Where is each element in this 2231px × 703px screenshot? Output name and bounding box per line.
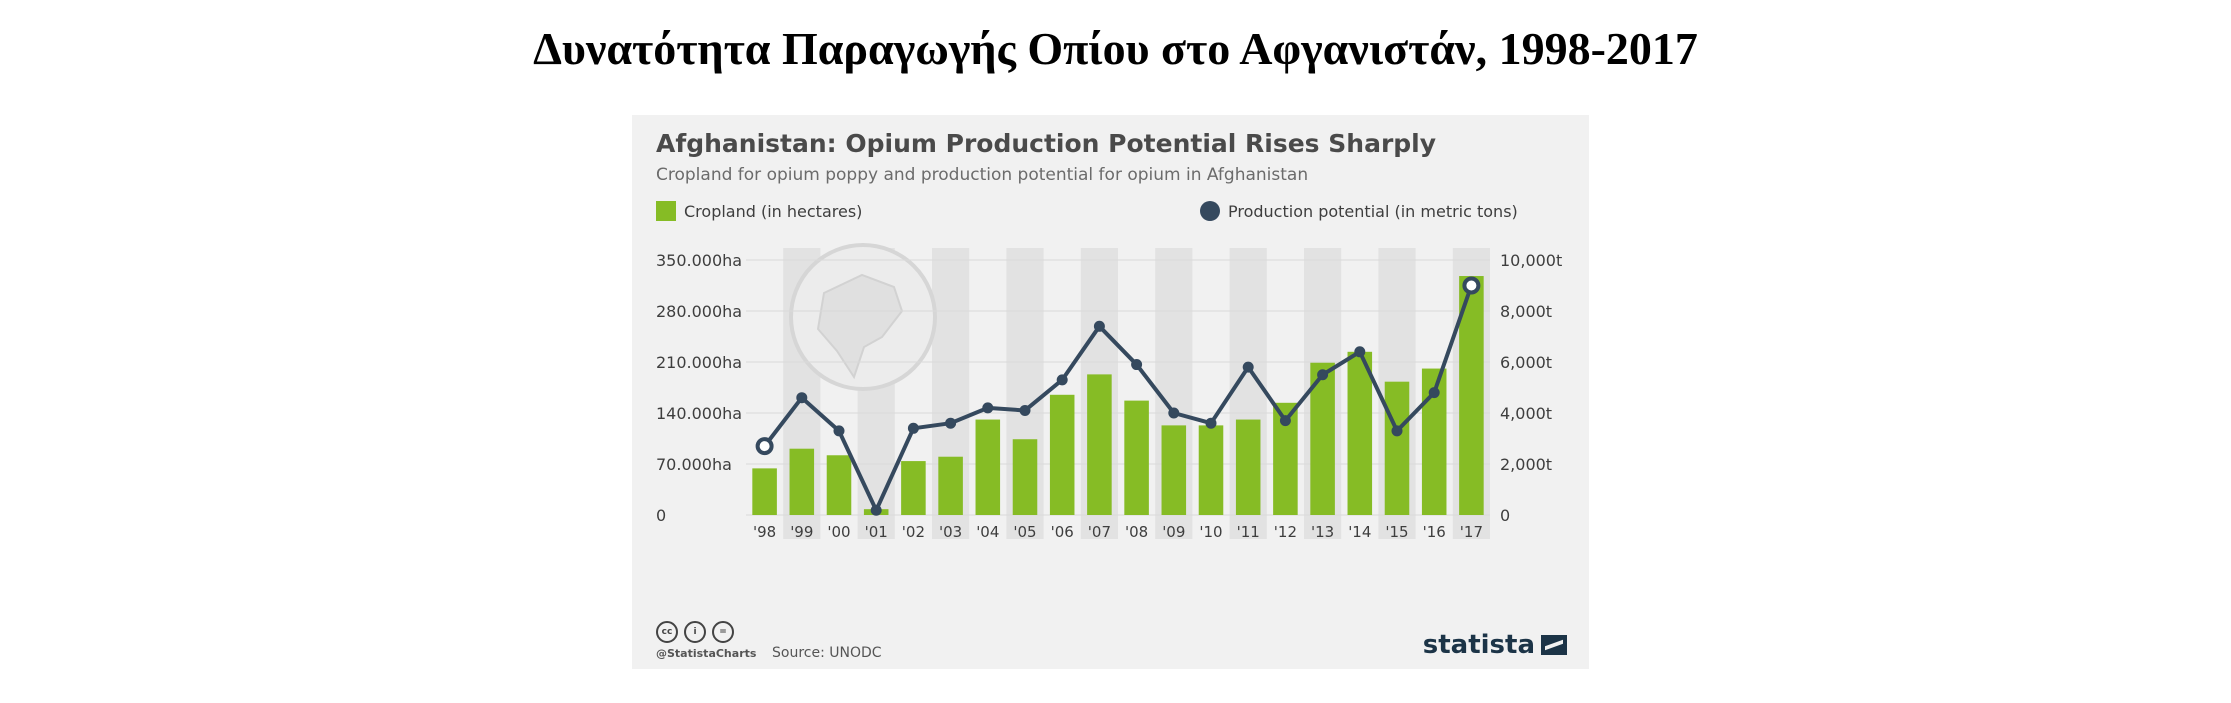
- production-point: [1056, 374, 1068, 386]
- statista-logo-icon: [1541, 635, 1567, 655]
- production-point: [1205, 417, 1217, 429]
- production-point: [833, 425, 845, 437]
- bar-cropland: [1459, 276, 1484, 515]
- bar-cropland: [826, 455, 852, 515]
- x-tick-label: '16: [1423, 523, 1446, 541]
- x-tick-label: '00: [827, 523, 850, 541]
- x-tick-label: '11: [1237, 523, 1260, 541]
- bar-cropland: [1347, 351, 1373, 515]
- y-right-tick-label: 0: [1500, 506, 1510, 525]
- x-tick-label: '06: [1051, 523, 1074, 541]
- y-left-tick-label: 140.000ha: [656, 404, 742, 423]
- production-point: [1242, 361, 1254, 373]
- y-right-tick-label: 10,000t: [1500, 251, 1562, 270]
- x-tick-label: '10: [1199, 523, 1222, 541]
- y-right-tick-label: 4,000t: [1500, 404, 1552, 423]
- x-tick-label: '02: [902, 523, 925, 541]
- production-point: [1317, 369, 1329, 381]
- production-point: [982, 402, 994, 414]
- bar-cropland: [789, 448, 815, 515]
- x-tick-label: '07: [1088, 523, 1111, 541]
- y-left-tick-label: 210.000ha: [656, 353, 742, 372]
- source-note: Source: UNODC: [772, 645, 882, 661]
- production-point: [945, 417, 957, 429]
- attribution-icon: i: [684, 621, 706, 643]
- x-tick-label: '14: [1348, 523, 1371, 541]
- x-tick-label: '13: [1311, 523, 1334, 541]
- production-point: [1279, 415, 1291, 427]
- x-tick-label: '99: [790, 523, 813, 541]
- bar-cropland: [975, 419, 1001, 515]
- x-tick-label: '03: [939, 523, 962, 541]
- production-line: [763, 284, 1474, 513]
- y-left-tick-label: 350.000ha: [656, 251, 742, 270]
- production-point: [1168, 407, 1180, 419]
- x-tick-label: '05: [1013, 523, 1036, 541]
- production-point: [1354, 346, 1366, 358]
- y-left-tick-label: 280.000ha: [656, 302, 742, 321]
- statista-handle: @StatistaCharts: [656, 647, 757, 660]
- production-point: [1391, 425, 1403, 437]
- production-point: [796, 392, 808, 404]
- production-point: [1019, 404, 1031, 416]
- bar-cropland: [1235, 419, 1261, 515]
- legend-production: Production potential (in metric tons): [1200, 201, 1518, 221]
- infographic: Afghanistan: Opium Production Potential …: [632, 115, 1589, 669]
- x-tick-label: '08: [1125, 523, 1148, 541]
- bar-cropland: [1012, 439, 1038, 515]
- bar-cropland: [1087, 374, 1112, 515]
- production-point: [755, 437, 774, 456]
- x-tick-label: '15: [1385, 523, 1408, 541]
- bar-cropland: [1161, 425, 1187, 515]
- y-right-tick-label: 6,000t: [1500, 353, 1552, 372]
- statista-wordmark: statista: [1422, 630, 1535, 660]
- y-left-tick-label: 70.000ha: [656, 455, 732, 474]
- legend-cropland: Cropland (in hectares): [656, 201, 862, 221]
- production-point: [1131, 359, 1143, 371]
- bar-cropland: [901, 461, 926, 515]
- legend-bar-swatch: [656, 201, 676, 221]
- x-tick-label: '12: [1274, 523, 1297, 541]
- x-tick-label: '98: [753, 523, 776, 541]
- afghanistan-map-icon: [789, 243, 937, 391]
- x-tick-label: '04: [976, 523, 999, 541]
- bar-cropland: [1198, 425, 1224, 515]
- x-tick-label: '01: [865, 523, 888, 541]
- y-right-tick-label: 8,000t: [1500, 302, 1552, 321]
- production-point: [1093, 320, 1105, 332]
- bar-cropland: [1310, 362, 1335, 515]
- license-icons: cc i =: [656, 621, 734, 643]
- bar-cropland: [1049, 394, 1075, 515]
- production-point: [1462, 276, 1481, 295]
- x-tick-label: '17: [1460, 523, 1483, 541]
- y-right-tick-label: 2,000t: [1500, 455, 1552, 474]
- bar-cropland: [752, 468, 777, 515]
- slide-title: Δυνατότητα Παραγωγής Οπίου στο Αφγανιστά…: [533, 23, 1698, 74]
- no-derivatives-icon: =: [712, 621, 734, 643]
- y-left-tick-label: 0: [656, 506, 666, 525]
- bar-cropland: [1384, 381, 1410, 515]
- cc-icon: cc: [656, 621, 678, 643]
- bar-cropland: [938, 456, 963, 515]
- production-point: [907, 422, 919, 434]
- legend-cropland-label: Cropland (in hectares): [684, 201, 863, 221]
- production-point: [870, 504, 882, 516]
- chart-title: Afghanistan: Opium Production Potential …: [656, 129, 1437, 158]
- production-point: [1428, 387, 1440, 399]
- chart-plot: 0 70.000ha 140.000ha 210.000ha 280.000ha 350.…: [656, 243, 1562, 541]
- chart-subtitle: Cropland for opium poppy and production …: [656, 165, 1309, 185]
- legend-line-swatch: [1200, 201, 1220, 221]
- x-tick-label: '09: [1162, 523, 1185, 541]
- legend-production-label: Production potential (in metric tons): [1228, 201, 1518, 221]
- statista-logo: statista: [1423, 630, 1567, 660]
- bar-cropland: [1124, 400, 1149, 515]
